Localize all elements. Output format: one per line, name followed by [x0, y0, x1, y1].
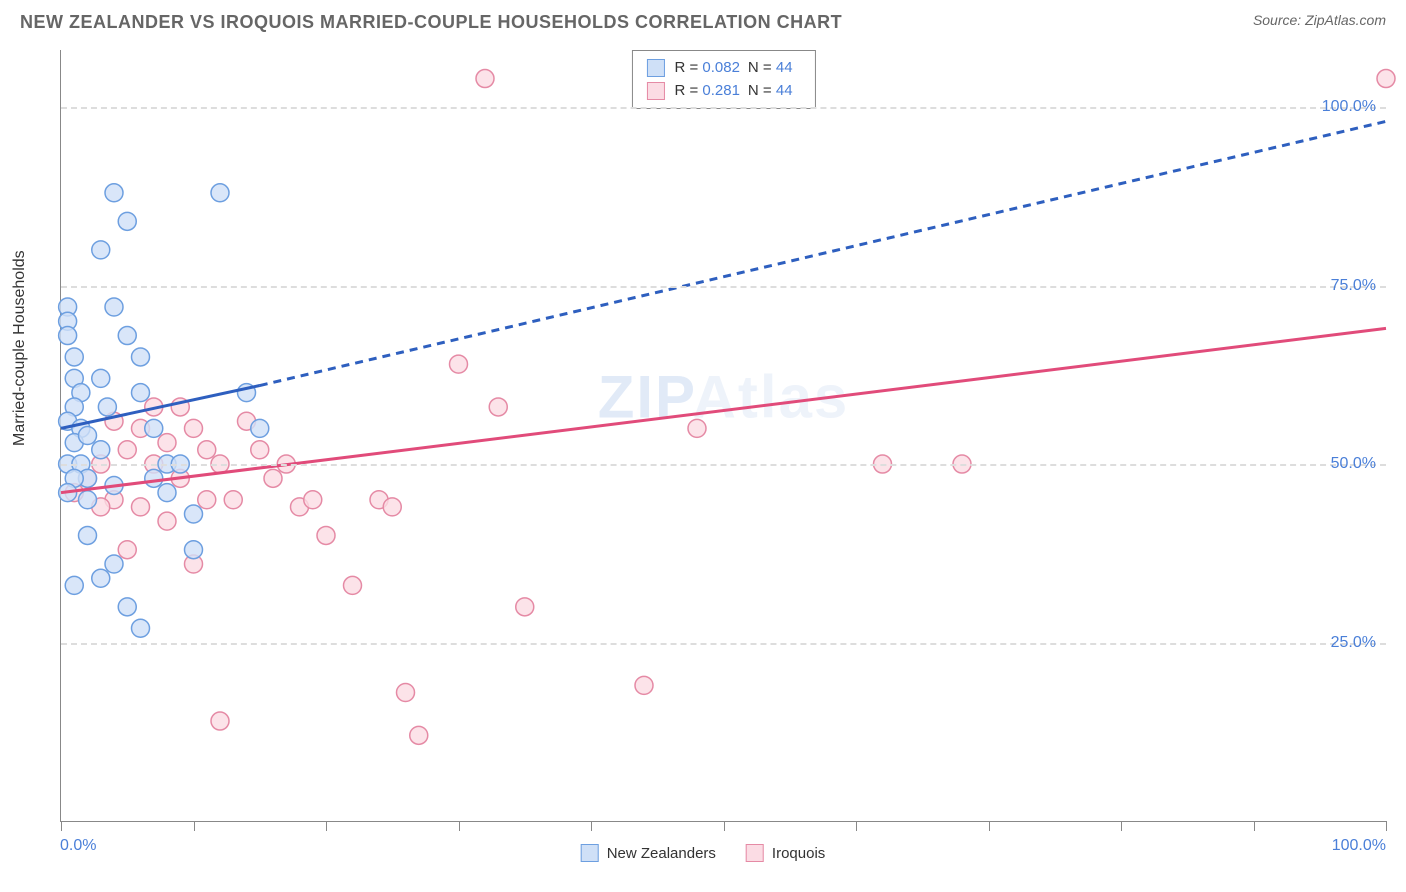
n-label-b: N =	[748, 82, 776, 99]
swatch-series-a	[646, 59, 664, 77]
r-value-a: 0.082	[702, 59, 740, 76]
r-value-b: 0.281	[702, 82, 740, 99]
stats-row-a: R = 0.082 N = 44	[646, 57, 800, 80]
plot-area: ZIPAtlas R = 0.082N = 44 R = 0.281N = 44…	[60, 50, 1386, 822]
r-label-a: R =	[674, 59, 702, 76]
r-label-b: R =	[674, 82, 702, 99]
chart-source: Source: ZipAtlas.com	[1253, 12, 1386, 28]
legend-item-a: New Zealanders	[581, 844, 716, 862]
chart-title: NEW ZEALANDER VS IROQUOIS MARRIED-COUPLE…	[20, 12, 842, 33]
n-label-a: N =	[748, 59, 776, 76]
stats-row-b: R = 0.281 N = 44	[646, 80, 800, 103]
x-axis-min: 0.0%	[60, 837, 96, 855]
x-axis-max: 100.0%	[1332, 837, 1386, 855]
chart-header: NEW ZEALANDER VS IROQUOIS MARRIED-COUPLE…	[0, 0, 1406, 40]
n-value-b: 44	[776, 82, 793, 99]
legend-item-b: Iroquois	[746, 844, 825, 862]
swatch-series-b	[646, 82, 664, 100]
bottom-legend: New Zealanders Iroquois	[581, 844, 826, 862]
legend-swatch-a	[581, 844, 599, 862]
n-value-a: 44	[776, 59, 793, 76]
y-axis-label: Married-couple Households	[11, 250, 29, 446]
legend-label-a: New Zealanders	[607, 845, 716, 862]
legend-swatch-b	[746, 844, 764, 862]
chart-svg	[61, 50, 1386, 821]
chart-container: NEW ZEALANDER VS IROQUOIS MARRIED-COUPLE…	[0, 0, 1406, 892]
legend-label-b: Iroquois	[772, 845, 825, 862]
stats-legend-box: R = 0.082 N = 44 R = 0.281 N = 44	[631, 50, 815, 109]
